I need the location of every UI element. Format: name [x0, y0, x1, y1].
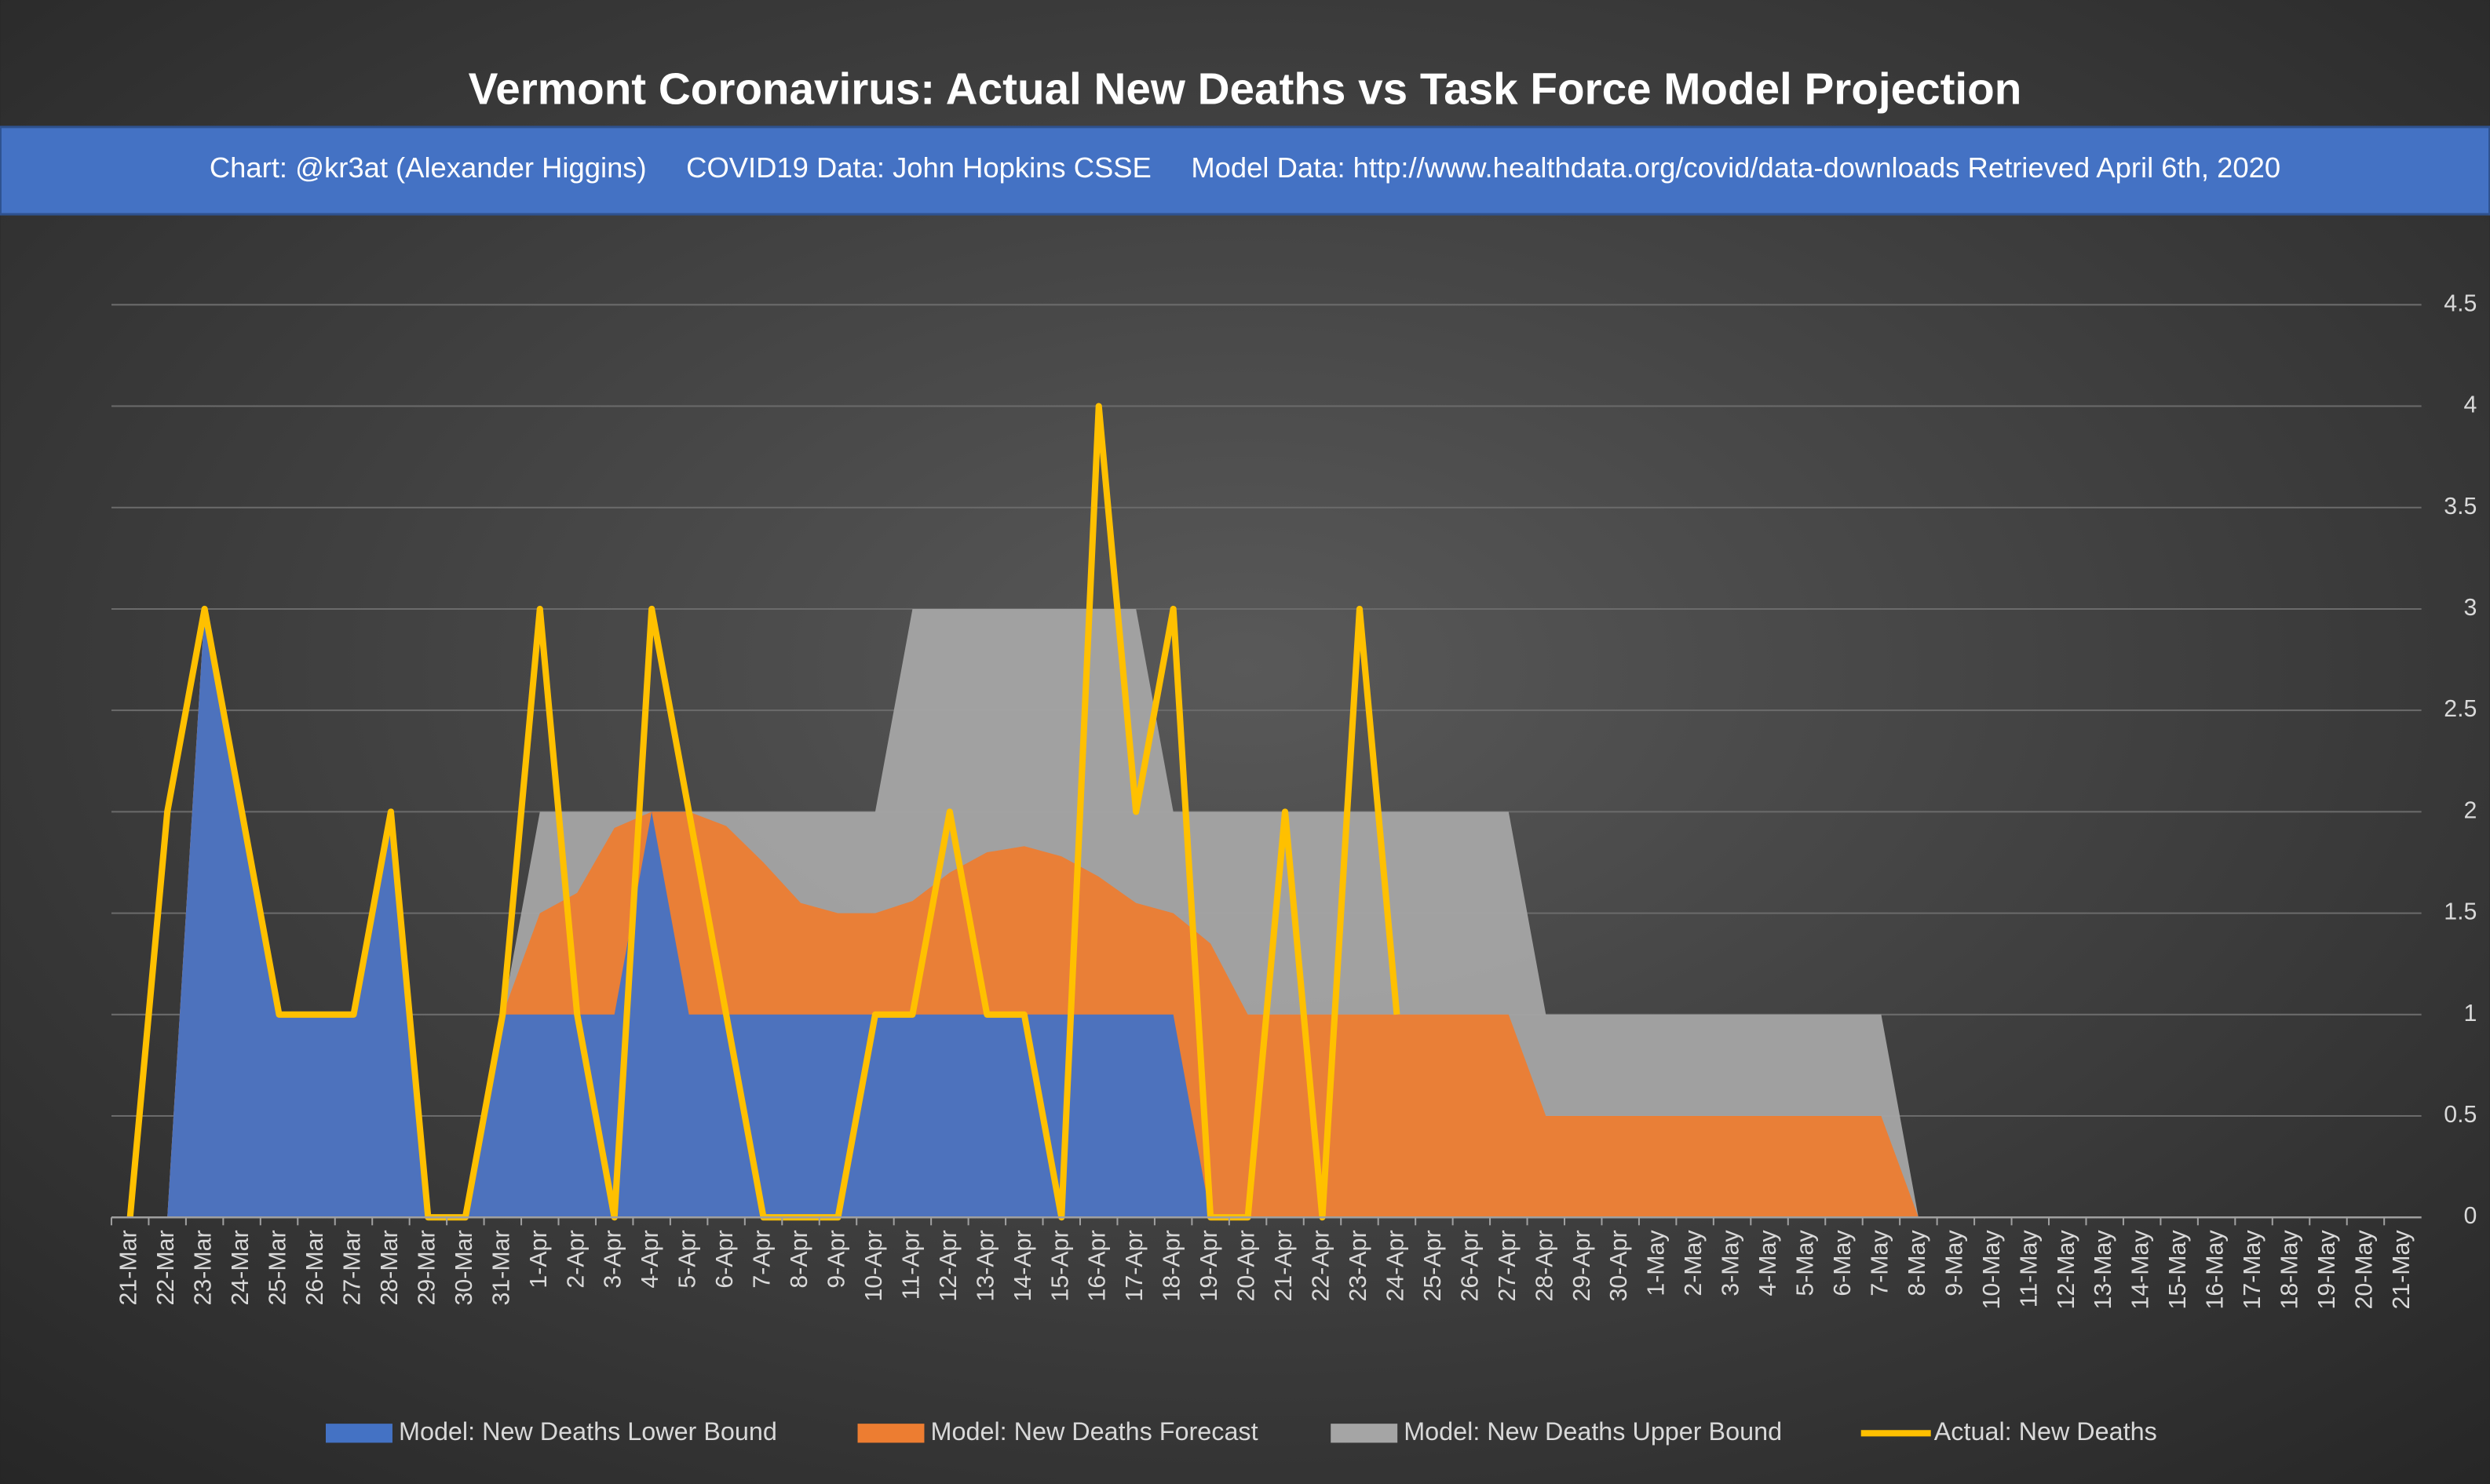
x-tick-label: 22-Mar: [153, 1230, 179, 1305]
legend-label: Model: New Deaths Forecast: [931, 1417, 1258, 1446]
x-tick-label: 24-Apr: [1382, 1230, 1408, 1301]
x-tick-label: 15-Apr: [1047, 1230, 1073, 1301]
x-tick-label: 17-Apr: [1122, 1230, 1148, 1301]
x-tick-label: 4-Apr: [637, 1230, 663, 1288]
y-tick-label: 0.5: [2444, 1102, 2477, 1128]
legend-label: Model: New Deaths Lower Bound: [399, 1417, 777, 1446]
chart-subtitle: Chart: @kr3at (Alexander Higgins) COVID1…: [210, 151, 2280, 184]
x-tick-label: 27-Apr: [1495, 1230, 1521, 1301]
y-tick-label: 3: [2464, 595, 2477, 621]
legend-swatch: [325, 1424, 392, 1443]
x-tick-label: 11-May: [2016, 1230, 2042, 1308]
x-tick-label: 2-Apr: [563, 1230, 589, 1288]
x-tick-label: 27-Mar: [339, 1230, 365, 1305]
x-tick-label: 25-Mar: [265, 1230, 291, 1305]
x-tick-label: 21-May: [2389, 1230, 2415, 1310]
y-tick-label: 3.5: [2444, 494, 2477, 520]
x-tick-label: 10-May: [1979, 1230, 2005, 1310]
x-tick-label: 4-May: [1755, 1230, 1781, 1296]
legend-label: Model: New Deaths Upper Bound: [1404, 1417, 1782, 1446]
y-tick-label: 4.5: [2444, 290, 2477, 316]
x-tick-label: 1-May: [1644, 1230, 1670, 1296]
y-tick-label: 1.5: [2444, 899, 2477, 925]
x-tick-label: 13-May: [2090, 1230, 2116, 1310]
x-tick-label: 30-Mar: [451, 1230, 477, 1305]
x-tick-label: 23-Mar: [191, 1230, 217, 1305]
y-tick-label: 4: [2464, 392, 2477, 418]
x-tick-label: 20-May: [2351, 1230, 2377, 1310]
x-tick-label: 31-Mar: [488, 1230, 514, 1305]
x-tick-label: 29-Mar: [414, 1230, 440, 1305]
x-tick-label: 15-May: [2165, 1230, 2191, 1310]
x-tick-label: 9-Apr: [823, 1230, 849, 1288]
x-tick-label: 6-Apr: [712, 1230, 738, 1288]
x-tick-label: 17-May: [2240, 1230, 2265, 1310]
x-tick-label: 12-May: [2054, 1230, 2079, 1310]
x-tick-label: 8-Apr: [787, 1230, 812, 1288]
y-tick-label: 0: [2464, 1203, 2477, 1229]
x-tick-label: 26-Apr: [1457, 1230, 1483, 1301]
legend-swatch: [857, 1424, 925, 1443]
x-tick-label: 16-Apr: [1085, 1230, 1111, 1301]
x-tick-label: 3-Apr: [601, 1230, 626, 1288]
x-tick-label: 16-May: [2203, 1230, 2229, 1310]
x-tick-label: 12-Apr: [936, 1230, 962, 1301]
x-tick-label: 9-May: [1941, 1230, 1967, 1296]
x-tick-label: 14-May: [2128, 1230, 2154, 1310]
chart-title: Vermont Coronavirus: Actual New Deaths v…: [469, 64, 2022, 113]
x-tick-label: 22-Apr: [1309, 1230, 1334, 1301]
x-tick-label: 7-Apr: [750, 1230, 776, 1288]
x-tick-label: 2-May: [1681, 1230, 1707, 1296]
x-tick-label: 25-Apr: [1420, 1230, 1446, 1301]
legend-swatch: [1331, 1424, 1398, 1443]
x-tick-label: 21-Apr: [1271, 1230, 1297, 1301]
x-tick-label: 5-May: [1793, 1230, 1819, 1296]
x-tick-label: 5-Apr: [675, 1230, 701, 1288]
area: [130, 608, 2403, 1218]
y-tick-label: 1: [2464, 1001, 2477, 1026]
x-tick-label: 19-May: [2314, 1230, 2340, 1310]
x-tick-label: 11-Apr: [898, 1230, 924, 1300]
x-tick-label: 10-Apr: [861, 1230, 887, 1301]
axes: 0 0.5 1 1.5 2 2.5 3 3.5 4 4.5 21-Mar 22-Mar 23-Mar 24…: [110, 290, 2477, 1310]
x-tick-label: 23-Apr: [1345, 1230, 1371, 1301]
legend-label: Actual: New Deaths: [1934, 1417, 2157, 1446]
legend: Model: New Deaths Lower Bound Model: New …: [325, 1417, 2157, 1446]
x-tick-label: 26-Mar: [302, 1230, 328, 1305]
plot-areas: [130, 608, 2403, 1218]
x-tick-label: 20-Apr: [1234, 1230, 1260, 1301]
y-tick-label: 2.5: [2444, 696, 2477, 722]
x-tick-label: 7-May: [1867, 1230, 1893, 1296]
x-tick-label: 8-May: [1904, 1230, 1930, 1296]
y-tick-label: 2: [2464, 797, 2477, 823]
x-tick-label: 14-Apr: [1010, 1230, 1036, 1301]
x-tick-label: 6-May: [1830, 1230, 1856, 1296]
x-tick-label: 18-Apr: [1159, 1230, 1185, 1301]
x-tick-label: 30-Apr: [1606, 1230, 1632, 1301]
x-tick-label: 18-May: [2277, 1230, 2303, 1310]
x-tick-label: 29-Apr: [1569, 1230, 1595, 1301]
x-tick-label: 28-Mar: [377, 1230, 403, 1305]
x-tick-label: 24-Mar: [228, 1230, 254, 1305]
x-tick-label: 3-May: [1718, 1230, 1744, 1296]
x-tick-label: 13-Apr: [973, 1230, 999, 1301]
x-tick-label: 28-Apr: [1532, 1230, 1557, 1301]
x-tick-label: 1-Apr: [526, 1230, 552, 1288]
x-tick-label: 21-Mar: [116, 1230, 142, 1305]
subtitle-banner: [0, 126, 2490, 216]
x-tick-label: 19-Apr: [1196, 1230, 1222, 1301]
